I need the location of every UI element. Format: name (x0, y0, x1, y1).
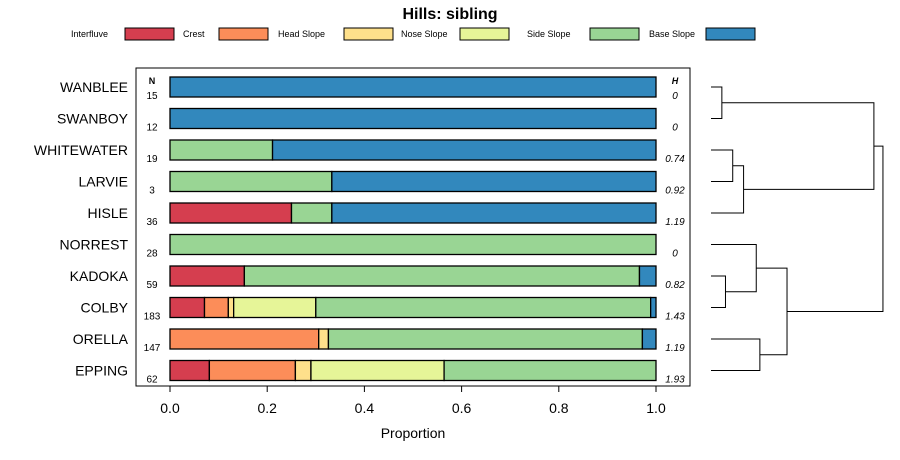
h-value-hisle: 1.19 (665, 217, 685, 228)
bar-segment-whitewater-base-slope (271, 139, 657, 161)
legend-swatch-side-slope (589, 27, 640, 41)
dendrogram-branch-1 (711, 149, 734, 182)
bar-segment-orella-head-slope (318, 328, 330, 350)
n-column-header: N (149, 76, 156, 86)
chart-title: Hills: sibling (402, 6, 497, 23)
row-label-epping: EPPING (75, 363, 128, 379)
legend-swatch-head-slope (343, 27, 394, 41)
n-value-wanblee: 15 (146, 91, 158, 102)
bar-segment-colby-interfluve (169, 296, 206, 319)
n-value-whitewater: 19 (146, 154, 158, 165)
bar-segment-colby-base-slope (650, 296, 657, 319)
legend-label-side-slope: Side Slope (527, 29, 571, 39)
bar-segment-epping-nose-slope (310, 359, 445, 382)
bar-segment-larvie-side-slope (169, 170, 333, 193)
dendrogram-branch-6 (711, 338, 761, 371)
dendrogram-branch-5 (711, 244, 757, 293)
h-value-kadoka: 0.82 (665, 280, 685, 291)
h-value-wanblee: 0 (672, 91, 678, 102)
bar-segment-kadoka-base-slope (638, 265, 657, 287)
n-value-hisle: 36 (146, 217, 158, 228)
legend-label-base-slope: Base Slope (649, 29, 695, 39)
bar-segment-epping-crest (208, 359, 297, 382)
row-label-hisle: HISLE (88, 205, 128, 221)
bar-segment-colby-crest (203, 296, 229, 319)
legend-label-crest: Crest (183, 29, 205, 39)
bar-segment-colby-side-slope (315, 296, 652, 319)
bar-segment-kadoka-interfluve (169, 265, 246, 287)
h-value-epping: 1.93 (665, 375, 685, 386)
bar-segment-epping-interfluve (169, 359, 211, 382)
legend-label-interfluve: Interfluve (71, 29, 108, 39)
x-tick-label: 1.0 (646, 400, 666, 416)
bar-segment-orella-crest (169, 328, 320, 350)
dendrogram-branch-2 (711, 165, 745, 214)
dendrogram-branch-0 (711, 86, 723, 119)
bar-segment-epping-side-slope (443, 359, 657, 382)
legend-swatch-nose-slope (459, 27, 510, 41)
h-value-whitewater: 0.74 (665, 154, 685, 165)
row-label-wanblee: WANBLEE (60, 79, 128, 95)
row-label-swanboy: SWANBOY (57, 111, 129, 127)
row-label-norrest: NORREST (60, 237, 129, 253)
bar-segment-hisle-base-slope (331, 202, 657, 224)
h-column-header: H (672, 76, 679, 86)
x-axis: 0.0 0.2 0.4 0.6 0.8 1.0 (160, 386, 666, 416)
dendrogram-branch-8 (787, 145, 884, 312)
n-value-norrest: 28 (146, 249, 158, 260)
row-label-larvie: LARVIE (78, 174, 128, 190)
n-value-colby: 183 (144, 312, 161, 323)
legend-swatch-crest (218, 27, 269, 41)
n-value-orella: 147 (144, 343, 161, 354)
x-tick-label: 0.4 (355, 400, 375, 416)
row-label-orella: ORELLA (73, 331, 129, 347)
legend-label-head-slope: Head Slope (278, 29, 325, 39)
n-value-swanboy: 12 (146, 123, 158, 134)
row-label-whitewater: WHITEWATER (34, 142, 128, 158)
dendrogram-branch-4 (711, 275, 726, 308)
h-value-orella: 1.19 (665, 343, 685, 354)
bar-segment-larvie-base-slope (331, 170, 657, 193)
bar-segment-orella-side-slope (327, 328, 644, 350)
bar-segment-wanblee-base-slope (169, 76, 657, 98)
bar-segment-hisle-side-slope (290, 202, 333, 224)
row-label-colby: COLBY (81, 300, 129, 316)
x-tick-label: 0.2 (257, 400, 277, 416)
plot-frame (135, 67, 691, 387)
x-tick-label: 0.6 (452, 400, 472, 416)
bar-segment-kadoka-side-slope (243, 265, 641, 287)
x-axis-label: Proportion (381, 425, 446, 441)
legend-label-nose-slope: Nose Slope (401, 29, 448, 39)
bar-segment-colby-head-slope (227, 296, 235, 319)
legend-swatch-base-slope (705, 27, 756, 41)
row-label-kadoka: KADOKA (70, 268, 129, 284)
row-labels: WANBLEE 15 0 SWANBOY 12 0 WHITEWATER 19 0.74 LARV… (34, 79, 685, 386)
bars (169, 76, 657, 382)
x-tick-label: 0.8 (549, 400, 569, 416)
dendrogram-branch-3 (721, 102, 875, 190)
n-value-epping: 62 (146, 375, 158, 386)
bar-segment-hisle-interfluve (169, 202, 293, 224)
legend-swatch-interfluve (124, 27, 175, 41)
bar-segment-swanboy-base-slope (169, 107, 657, 130)
h-value-norrest: 0 (672, 249, 678, 260)
h-value-swanboy: 0 (672, 123, 678, 134)
bar-segment-colby-nose-slope (233, 296, 317, 319)
bar-segment-whitewater-side-slope (169, 139, 274, 161)
dendrogram-branch-7 (756, 267, 788, 356)
n-value-larvie: 3 (149, 186, 155, 197)
bar-segment-epping-head-slope (294, 359, 312, 382)
n-value-kadoka: 59 (146, 280, 158, 291)
x-tick-label: 0.0 (160, 400, 180, 416)
legend: Interfluve Crest Head Slope Nose Slope Side … (71, 27, 756, 41)
bar-segment-norrest-side-slope (169, 233, 657, 256)
dendrogram (711, 86, 884, 371)
h-value-colby: 1.43 (665, 312, 685, 323)
h-value-larvie: 0.92 (665, 186, 685, 197)
bar-segment-orella-base-slope (641, 328, 657, 350)
